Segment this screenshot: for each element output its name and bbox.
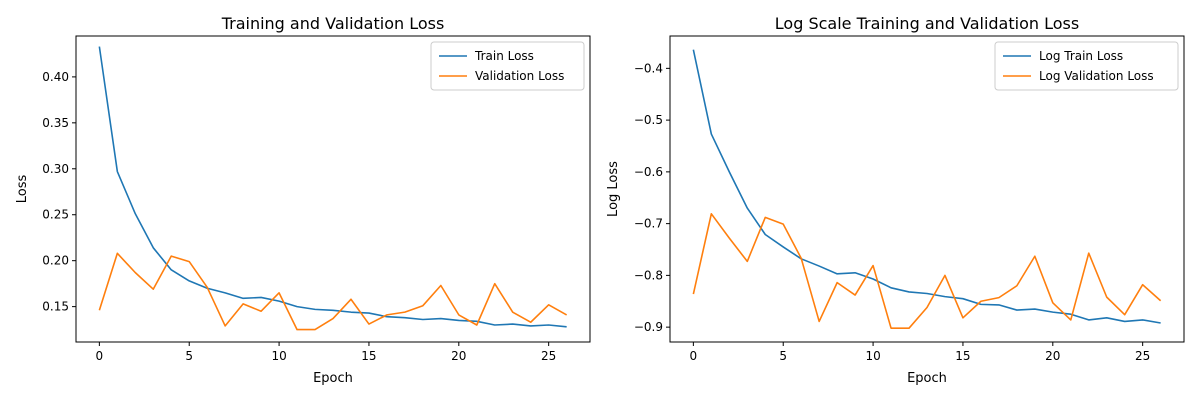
- legend-box: [994, 41, 1179, 91]
- x-tick-label: 10: [865, 349, 880, 363]
- series-line-log-validation-loss: [692, 212, 1162, 329]
- x-tick-label: 0: [690, 349, 698, 363]
- x-tick-label: 5: [779, 349, 787, 363]
- x-axis-label: Epoch: [313, 371, 353, 386]
- axes-frame: [75, 35, 591, 343]
- series-line-validation-loss: [98, 252, 568, 331]
- x-tick-label: 20: [1045, 349, 1060, 363]
- y-tick-label: 0.30: [42, 162, 69, 176]
- chart-1: Training and Validation Loss 0 5 10 15 20 25 0.…: [15, 14, 591, 386]
- x-tick-label: 5: [185, 349, 193, 363]
- chart-title: Training and Validation Loss: [221, 14, 445, 33]
- y-axis-label: Loss: [15, 175, 30, 204]
- y-tick-label: −0.9: [634, 320, 663, 334]
- series-line-log-train-loss: [692, 49, 1161, 324]
- x-tick-label: 10: [271, 349, 286, 363]
- x-tick-label: 0: [96, 349, 104, 363]
- x-tick-label: 15: [361, 349, 376, 363]
- legend: Train Loss Validation Loss: [430, 41, 585, 91]
- axes-frame: [669, 35, 1185, 343]
- legend-label: Train Loss: [474, 49, 534, 63]
- y-tick-label: 0.35: [42, 116, 69, 130]
- x-tick-label: 25: [541, 349, 556, 363]
- x-axis-label: Epoch: [907, 371, 947, 386]
- legend: Log Train Loss Log Validation Loss: [994, 41, 1179, 91]
- y-tick-label: 0.25: [42, 208, 69, 222]
- chart-2: Log Scale Training and Validation Loss 0 5…: [606, 14, 1185, 386]
- x-tick-label: 20: [451, 349, 466, 363]
- y-axis-label: Log Loss: [606, 161, 621, 217]
- y-tick-label: −0.6: [634, 165, 663, 179]
- y-tick-label: −0.8: [634, 268, 663, 282]
- legend-label: Validation Loss: [475, 69, 564, 83]
- series-line-train-loss: [98, 46, 567, 328]
- y-tick-label: −0.7: [634, 217, 663, 231]
- x-tick-label: 15: [955, 349, 970, 363]
- y-tick-label: 0.20: [42, 254, 69, 268]
- y-tick-label: −0.4: [634, 61, 663, 75]
- y-tick-label: 0.15: [42, 300, 69, 314]
- legend-label: Log Train Loss: [1039, 49, 1123, 63]
- y-tick-label: 0.40: [42, 70, 69, 84]
- chart-title: Log Scale Training and Validation Loss: [775, 14, 1079, 33]
- legend-box: [430, 41, 585, 91]
- x-tick-label: 25: [1135, 349, 1150, 363]
- y-tick-label: −0.5: [634, 113, 663, 127]
- legend-label: Log Validation Loss: [1039, 69, 1154, 83]
